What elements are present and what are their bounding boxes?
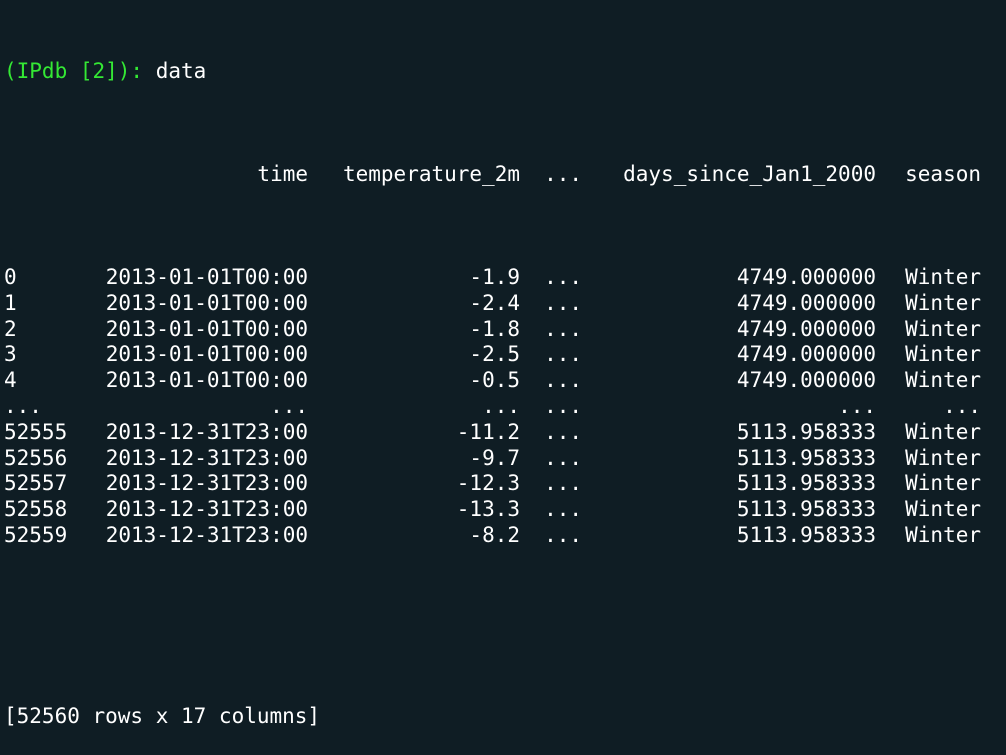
cell-temperature: -2.4 [469,290,520,315]
cell-season: Winter [905,290,981,315]
cell-temperature: -2.5 [469,342,520,367]
cell-temperature: -8.2 [469,522,520,547]
row-index: 52559 [4,522,68,547]
row-index: 4 [4,368,17,393]
table-row: 52555 2013-12-31T23:00 -11.2... 5113.958333… [0,420,1006,446]
cell-season: Winter [905,368,981,393]
cell-ellipsis: ... [544,497,582,522]
table-row: 3 2013-01-01T00:00 -2.5... 4749.000000 Winte… [0,342,1006,368]
cell-temperature: -9.7 [469,445,520,470]
cell-temperature: -12.3 [456,471,520,496]
cell-days: 5113.958333 [736,419,876,444]
column-header-season: season [905,161,981,186]
cell-ellipsis: ... [544,471,582,496]
column-header-time: time [257,161,308,186]
cell-season: Winter [905,471,981,496]
row-index: 3 [4,342,17,367]
column-header-temperature: temperature_2m [342,161,520,186]
table-body: 0 2013-01-01T00:00 -1.9... 4749.000000 Winte… [0,265,1006,549]
ipdb-prompt: (IPdb [2]): [4,58,144,83]
cell-days: 4749.000000 [736,368,876,393]
cell-days: 4749.000000 [736,342,876,367]
table-row: 52559 2013-12-31T23:00 -8.2... 5113.958333 W… [0,523,1006,549]
cell-time: 2013-01-01T00:00 [105,316,308,341]
row-index: 52557 [4,471,68,496]
cell-time: 2013-01-01T00:00 [105,342,308,367]
row-index: 0 [4,264,17,289]
column-header-ellipsis: ... [544,161,582,186]
row-index: 52555 [4,419,68,444]
column-header-days: days_since_Jan1_2000 [623,161,876,186]
cell-temperature: -1.9 [469,264,520,289]
cell-days: 5113.958333 [736,522,876,547]
cell-time: 2013-12-31T23:00 [105,471,308,496]
table-row: 52556 2013-12-31T23:00 -9.7... 5113.958333 W… [0,446,1006,472]
table-row: 52558 2013-12-31T23:00 -13.3... 5113.958333… [0,497,1006,523]
cell-time: 2013-12-31T23:00 [105,419,308,444]
cell-days: 4749.000000 [736,264,876,289]
cell-temperature: ... [482,393,520,418]
cell-time: 2013-12-31T23:00 [105,497,308,522]
cell-time: 2013-12-31T23:00 [105,445,308,470]
cell-time: 2013-12-31T23:00 [105,522,308,547]
cell-time: 2013-01-01T00:00 [105,264,308,289]
cell-season: Winter [905,522,981,547]
cell-time: ... [270,393,308,418]
cell-time: 2013-01-01T00:00 [105,368,308,393]
cell-ellipsis: ... [544,368,582,393]
row-index: ... [4,393,42,418]
row-index: 2 [4,316,17,341]
cell-days: ... [838,393,876,418]
cell-season: Winter [905,342,981,367]
table-header: time temperature_2m ... days_since_Jan1_… [0,162,1006,188]
command-text: data [155,58,207,83]
cell-temperature: -13.3 [456,497,520,522]
cell-time: 2013-01-01T00:00 [105,290,308,315]
cell-days: 5113.958333 [736,471,876,496]
cell-days: 5113.958333 [736,445,876,470]
cell-ellipsis: ... [544,316,582,341]
blank-line [0,626,1006,652]
cell-ellipsis: ... [544,445,582,470]
cell-ellipsis: ... [544,290,582,315]
cell-season: Winter [905,497,981,522]
cell-ellipsis: ... [544,522,582,547]
cell-temperature: -1.8 [469,316,520,341]
cell-ellipsis: ... [544,342,582,367]
cell-days: 5113.958333 [736,497,876,522]
cell-season: Winter [905,264,981,289]
cell-temperature: -11.2 [456,419,520,444]
table-row: 0 2013-01-01T00:00 -1.9... 4749.000000 Winte… [0,265,1006,291]
cell-ellipsis: ... [544,419,582,444]
row-index: 52558 [4,497,68,522]
table-row: 4 2013-01-01T00:00 -0.5... 4749.000000 Winte… [0,368,1006,394]
cell-season: Winter [905,316,981,341]
row-index: 52556 [4,445,68,470]
cell-season: ... [943,393,981,418]
cell-season: Winter [905,419,981,444]
cell-days: 4749.000000 [736,290,876,315]
cell-ellipsis: ... [544,393,582,418]
row-index: 1 [4,290,17,315]
cell-ellipsis: ... [544,264,582,289]
table-row: 1 2013-01-01T00:00 -2.4... 4749.000000 Winte… [0,291,1006,317]
table-row: .................. [0,394,1006,420]
terminal-window[interactable]: (IPdb [2]): data time temperature_2m ...… [0,0,1006,728]
cell-season: Winter [905,445,981,470]
cell-temperature: -0.5 [469,368,520,393]
cell-days: 4749.000000 [736,316,876,341]
table-row: 52557 2013-12-31T23:00 -12.3... 5113.958333… [0,471,1006,497]
prompt-line: (IPdb [2]): data [0,59,1006,85]
dataframe-summary: [52560 rows x 17 columns] [4,703,321,728]
table-row: 2 2013-01-01T00:00 -1.8... 4749.000000 Winte… [0,317,1006,343]
